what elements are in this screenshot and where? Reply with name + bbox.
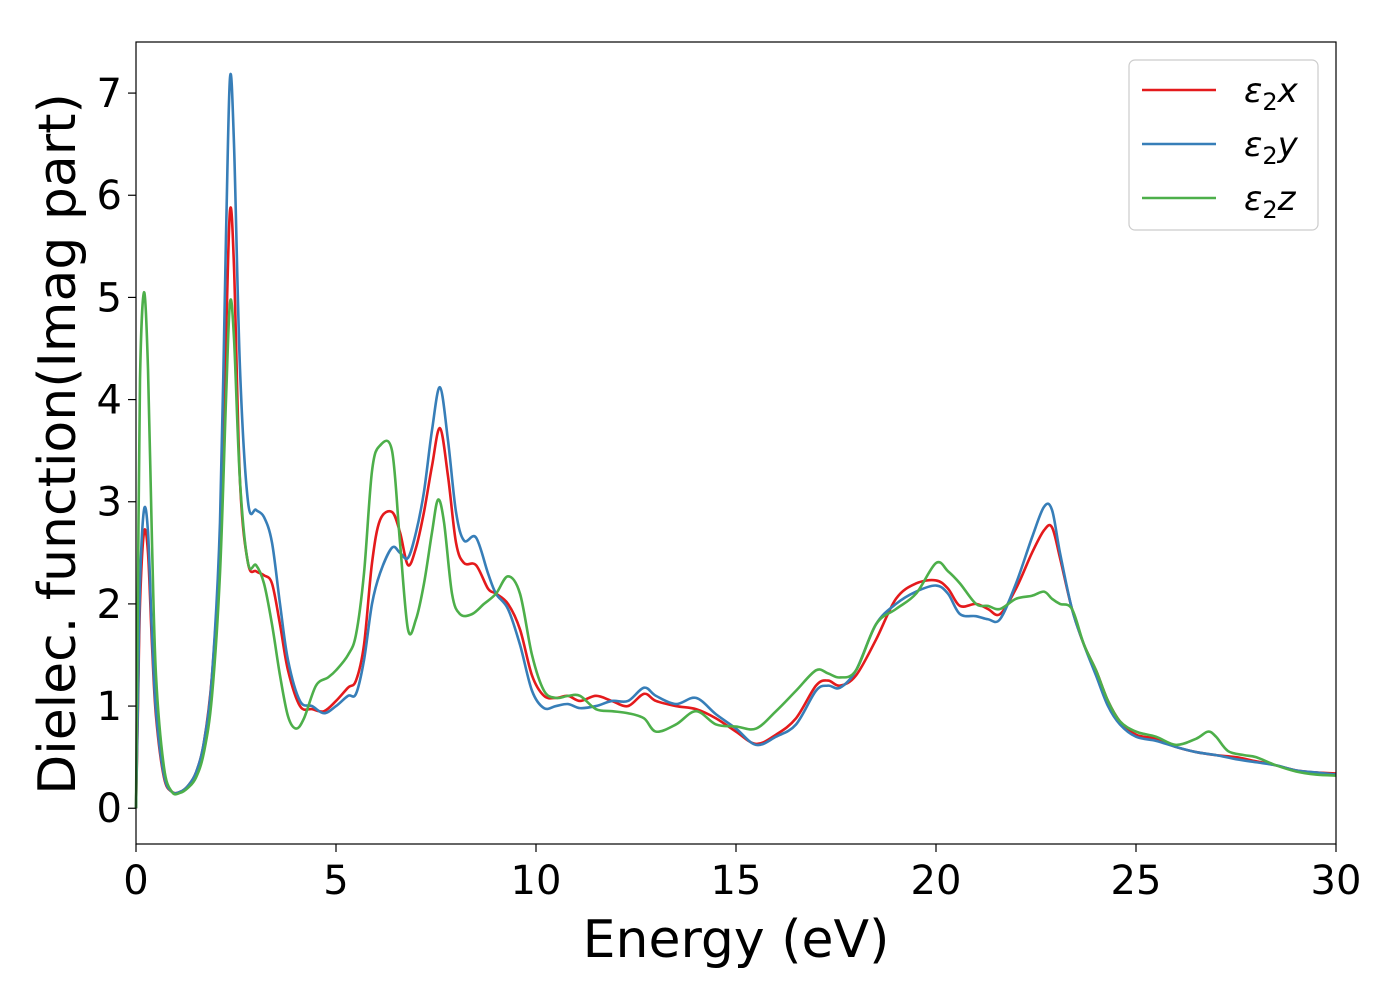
x-axis-title: Energy (eV) (583, 910, 890, 970)
y-tick-label: 7 (97, 71, 122, 117)
x-tick-label: 0 (123, 858, 148, 904)
legend-item-z: ε2z (1142, 179, 1297, 224)
x-tick-label: 5 (323, 858, 348, 904)
x-tick-label: 15 (711, 858, 762, 904)
legend-item-x: ε2x (1142, 71, 1299, 116)
y-tick-label: 1 (97, 684, 122, 730)
y-tick-label: 4 (97, 378, 122, 424)
series-line-x (134, 206, 1337, 809)
y-tick-label: 5 (97, 275, 122, 321)
plot-frame (135, 41, 1337, 845)
x-tick-label: 10 (511, 858, 562, 904)
y-tick-label: 0 (97, 786, 122, 832)
legend-label: ε2y (1244, 125, 1299, 170)
legend-box (1128, 59, 1319, 231)
series-line-z (134, 291, 1337, 809)
x-tick-label: 30 (1311, 858, 1362, 904)
series-line-y (134, 72, 1337, 809)
legend-label: ε2z (1244, 179, 1297, 224)
axis-ticks: 0 5 10 15 20 25 30 0 1 2 3 4 5 6 7 (97, 71, 1362, 904)
legend-label: ε2x (1244, 71, 1299, 116)
y-tick-label: 6 (97, 173, 122, 219)
x-tick-label: 25 (1111, 858, 1162, 904)
legend-item-y: ε2y (1142, 125, 1299, 170)
series-lines (134, 72, 1337, 809)
x-tick-label: 20 (911, 858, 962, 904)
y-axis-title: Dielec. function(Imag part) (28, 93, 88, 795)
y-tick-label: 2 (97, 582, 122, 628)
y-tick-label: 3 (97, 480, 122, 526)
legend: ε2x ε2y ε2z (1128, 59, 1319, 231)
